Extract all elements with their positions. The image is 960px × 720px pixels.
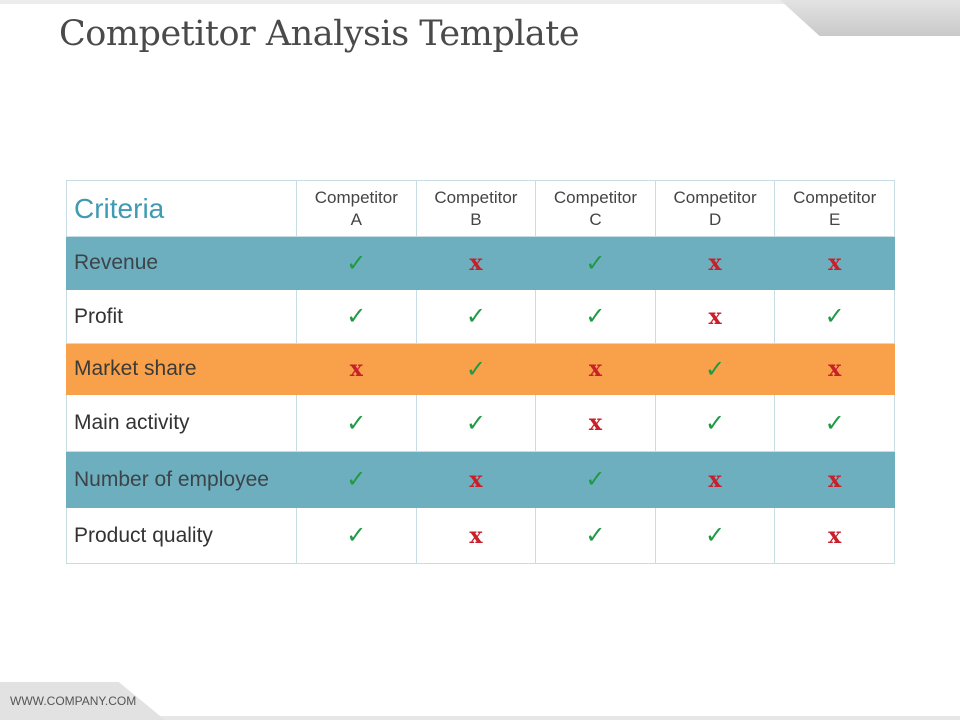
competitor-b-header: Competitor B — [415, 180, 537, 237]
table-cell: x — [774, 451, 895, 508]
table-cell: x — [774, 343, 895, 395]
table-cell: x — [774, 507, 895, 564]
competitor-a-header: Competitor A — [296, 180, 417, 237]
top-accent-line — [0, 0, 800, 4]
check-icon: ✓ — [346, 466, 367, 493]
table-cell: ✓ — [415, 343, 537, 395]
competitor-header-line: Competitor — [434, 188, 518, 207]
table-row: Product quality ✓ x ✓ ✓ x — [66, 507, 895, 564]
cross-icon: x — [469, 250, 483, 276]
check-icon: ✓ — [585, 466, 606, 493]
check-icon: ✓ — [585, 303, 606, 330]
table-cell: ✓ — [535, 289, 656, 344]
competitor-header-line: Competitor — [793, 188, 877, 207]
table-header-row: Criteria Competitor A Competitor B Compe… — [66, 180, 895, 237]
check-icon: ✓ — [465, 355, 486, 383]
criteria-label: Profit — [66, 289, 297, 344]
competitor-header-line: Competitor — [314, 188, 398, 207]
table-cell: ✓ — [654, 394, 776, 452]
table-row: Revenue ✓ x ✓ x x — [66, 236, 895, 290]
cross-icon: x — [828, 466, 842, 493]
table-cell: ✓ — [296, 394, 417, 452]
table-cell: ✓ — [654, 343, 776, 395]
table-cell: x — [774, 236, 895, 290]
cross-icon: x — [828, 522, 842, 549]
cross-icon: x — [349, 356, 363, 382]
table-cell: x — [654, 236, 776, 290]
check-icon: ✓ — [824, 303, 845, 330]
criteria-label: Main activity — [66, 394, 297, 452]
table-cell: ✓ — [774, 289, 895, 344]
table-row: Profit ✓ ✓ ✓ x ✓ — [66, 289, 895, 344]
cross-icon: x — [469, 522, 483, 549]
criteria-label: Number of employee — [66, 451, 297, 508]
competitor-c-header: Competitor C — [535, 180, 656, 237]
cross-icon: x — [708, 466, 722, 493]
table-cell: x — [296, 343, 417, 395]
table-row: Number of employee ✓ x ✓ x x — [66, 451, 895, 508]
table-cell: ✓ — [774, 394, 895, 452]
cross-icon: x — [708, 303, 722, 330]
criteria-header: Criteria — [66, 180, 297, 237]
table-cell: ✓ — [415, 289, 537, 344]
competitor-d-header: Competitor D — [654, 180, 776, 237]
check-icon: ✓ — [346, 303, 367, 330]
cross-icon: x — [588, 410, 603, 436]
table-cell: ✓ — [415, 394, 537, 452]
corner-decoration — [780, 0, 960, 36]
competitor-table: Criteria Competitor A Competitor B Compe… — [66, 180, 895, 564]
criteria-label: Product quality — [66, 507, 297, 564]
competitor-header-letter: A — [350, 210, 362, 229]
cross-icon: x — [588, 356, 603, 382]
competitor-header-letter: C — [589, 210, 602, 229]
table-cell: ✓ — [535, 451, 656, 508]
criteria-label: Revenue — [66, 236, 297, 290]
competitor-e-header: Competitor E — [774, 180, 895, 237]
check-icon: ✓ — [585, 522, 606, 549]
table-row: Market share x ✓ x ✓ x — [66, 343, 895, 395]
table-cell: x — [654, 451, 776, 508]
table-cell: x — [535, 343, 656, 395]
table-row: Main activity ✓ ✓ x ✓ ✓ — [66, 394, 895, 452]
table-cell: ✓ — [535, 507, 656, 564]
table-cell: ✓ — [296, 451, 417, 508]
table-cell: ✓ — [296, 507, 417, 564]
check-icon: ✓ — [346, 249, 367, 277]
check-icon: ✓ — [585, 249, 606, 277]
cross-icon: x — [708, 250, 722, 276]
footer-url: WWW.COMPANY.COM — [10, 694, 137, 708]
check-icon: ✓ — [705, 355, 726, 383]
table-body: Revenue ✓ x ✓ x x Profit ✓ ✓ ✓ x ✓ Market share x ✓ x ✓ x… — [66, 236, 895, 564]
table-cell: ✓ — [296, 289, 417, 344]
table-cell: x — [415, 236, 537, 290]
criteria-label: Market share — [66, 343, 297, 395]
cross-icon: x — [828, 356, 842, 382]
table-cell: x — [415, 507, 537, 564]
slide-title: Competitor Analysis Template — [59, 14, 580, 54]
table-cell: x — [654, 289, 776, 344]
competitor-header-line: Competitor — [553, 188, 638, 207]
check-icon: ✓ — [465, 303, 486, 330]
check-icon: ✓ — [346, 522, 367, 549]
cross-icon: x — [828, 250, 842, 276]
table-cell: ✓ — [535, 236, 656, 290]
cross-icon: x — [469, 466, 483, 493]
check-icon: ✓ — [705, 409, 726, 437]
check-icon: ✓ — [465, 409, 486, 437]
competitor-header-letter: D — [708, 210, 722, 229]
check-icon: ✓ — [824, 409, 845, 437]
table-cell: x — [415, 451, 537, 508]
check-icon: ✓ — [705, 522, 726, 549]
table-cell: x — [535, 394, 656, 452]
competitor-header-letter: B — [470, 210, 482, 229]
competitor-header-line: Competitor — [673, 188, 757, 207]
table-cell: ✓ — [654, 507, 776, 564]
competitor-header-letter: E — [829, 210, 841, 229]
footer-band — [0, 716, 960, 720]
check-icon: ✓ — [346, 409, 367, 437]
table-cell: ✓ — [296, 236, 417, 290]
